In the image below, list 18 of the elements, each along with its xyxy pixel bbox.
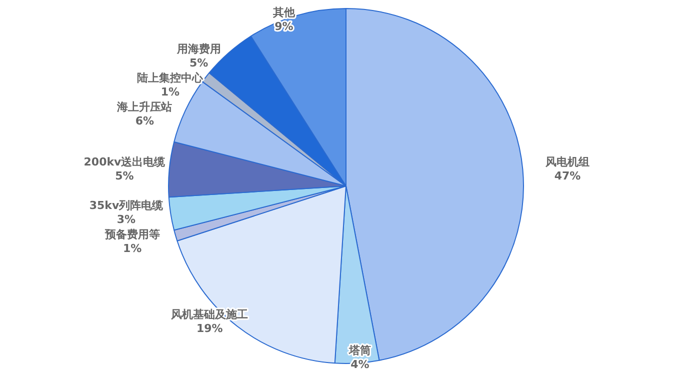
data-label: 3% — [116, 212, 136, 226]
data-label: 19% — [196, 322, 223, 336]
slice-label: 塔筒 — [348, 344, 371, 358]
slice-label: 用海费用 — [176, 42, 221, 56]
data-label: 1% — [122, 242, 142, 255]
slice-label: 其他 — [272, 6, 296, 20]
data-label: 5% — [115, 170, 134, 183]
data-label: 47% — [554, 170, 581, 183]
slice-label: 200kv送出电缆 — [84, 156, 166, 169]
slice-label: 35kv列阵电缆 — [89, 198, 164, 212]
slice-label: 陆上集控中心 — [137, 71, 204, 84]
slice-label: 风电机组 — [544, 156, 590, 169]
data-label: 5% — [190, 56, 208, 70]
slice-label: 预备费用等 — [104, 228, 160, 241]
data-label: 9% — [274, 20, 294, 34]
slice-label: 海上升压站 — [116, 100, 172, 114]
data-label: 1% — [160, 85, 180, 98]
data-label: 6% — [135, 114, 154, 128]
